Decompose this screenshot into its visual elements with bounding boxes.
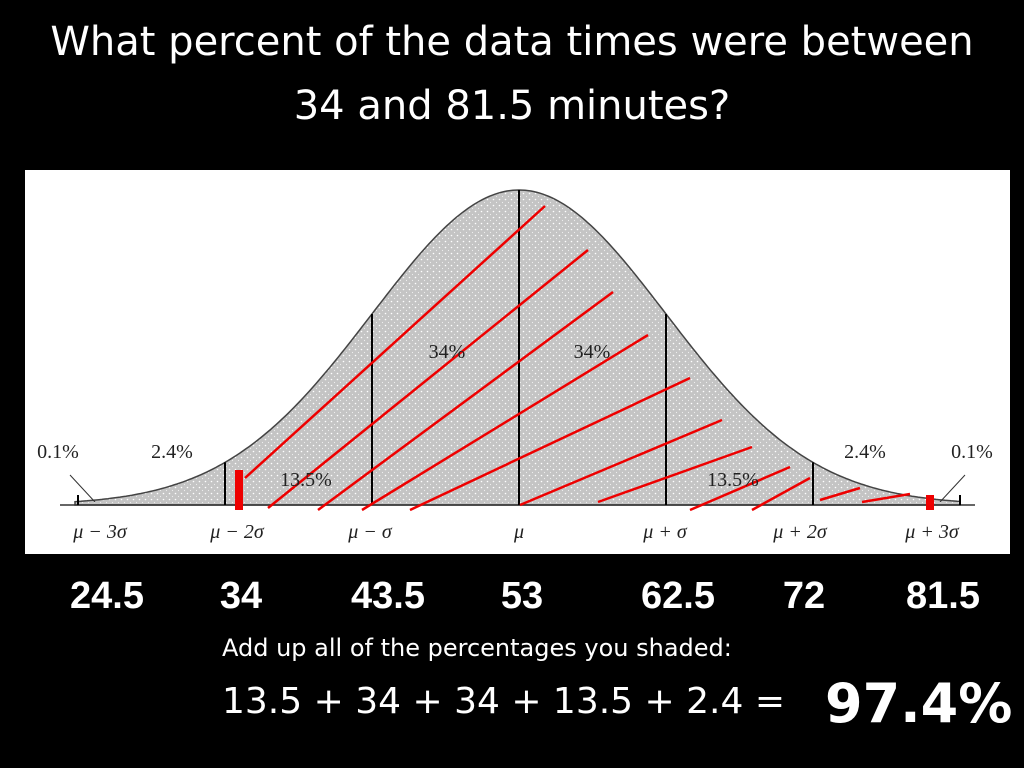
region-label: 0.1% — [37, 441, 79, 463]
equation: 13.5 + 34 + 34 + 13.5 + 2.4 = — [222, 681, 785, 722]
axis-label: μ — [513, 521, 524, 543]
result: 97.4% — [825, 672, 1012, 735]
axis-label: μ + 2σ — [772, 521, 828, 543]
value-label: 24.5 — [70, 575, 144, 617]
instruction: Add up all of the percentages you shaded… — [222, 634, 732, 662]
region-label: 0.1% — [951, 441, 993, 463]
boundary-marker — [926, 495, 934, 510]
value-label: 53 — [501, 575, 543, 617]
region-label: 34% — [574, 341, 611, 363]
axis-label: μ + 3σ — [904, 521, 960, 543]
axis-label: μ − σ — [347, 521, 393, 543]
region-label: 2.4% — [151, 441, 193, 463]
value-label: 43.5 — [351, 575, 425, 617]
slide-title: What percent of the data times were betw… — [50, 19, 974, 129]
value-label: 34 — [220, 575, 262, 617]
shading-hatch — [244, 205, 911, 512]
axis-label: μ − 2σ — [209, 521, 265, 543]
normal-curve — [60, 189, 975, 506]
region-label: 2.4% — [844, 441, 886, 463]
axis-label: μ − 3σ — [72, 521, 128, 543]
value-label: 72 — [783, 575, 825, 617]
leader-line — [69, 474, 96, 503]
region-label: 13.5% — [280, 469, 332, 491]
region-label: 34% — [429, 341, 466, 363]
boundary-marker — [235, 470, 243, 510]
axis-label: μ + σ — [642, 521, 688, 543]
region-label: 13.5% — [707, 469, 759, 491]
title-box: What percent of the data times were betw… — [50, 19, 974, 129]
value-label: 62.5 — [641, 575, 715, 617]
leader-line — [939, 474, 966, 503]
value-label: 81.5 — [906, 575, 980, 617]
